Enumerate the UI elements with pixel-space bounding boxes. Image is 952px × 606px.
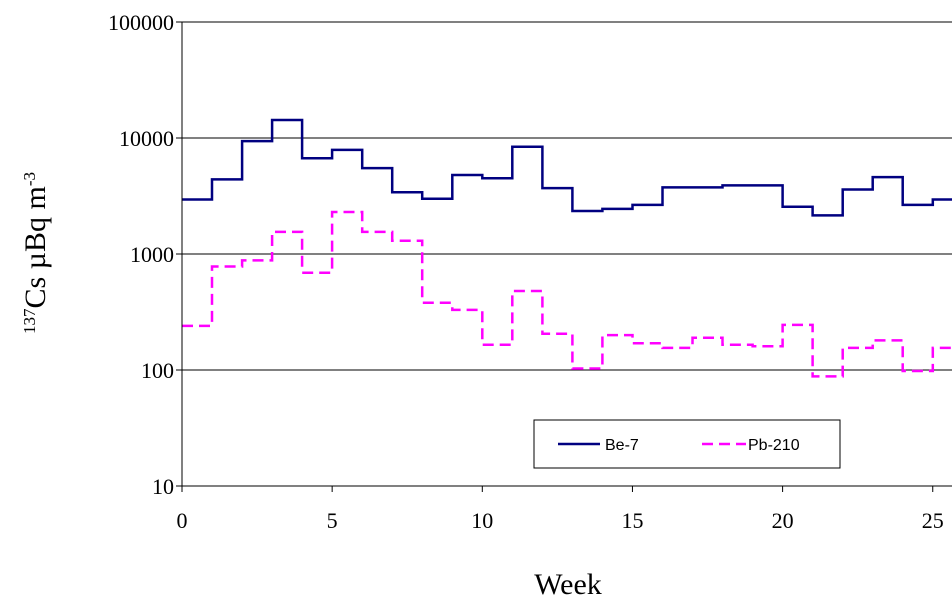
y-axis-title: 137Cs µBq m-3 [19,172,52,334]
x-tick-label-10: 10 [471,508,493,533]
y-axis-title-main: Cs µBq m [19,186,52,308]
legend: Be-7 Pb-210 [533,419,841,469]
x-tick-label-20: 20 [772,508,794,533]
y-axis-title-exponent: -3 [20,172,39,186]
series-line-be7 [182,118,952,217]
x-tick-label-15: 15 [621,508,643,533]
x-axis-ticks: 0 5 10 15 20 25 [177,486,944,533]
legend-label-pb210: Pb-210 [748,437,800,454]
x-tick-label-25: 25 [922,508,944,533]
series-layer [182,118,952,378]
series-line-pb210 [182,210,952,378]
y-tick-label-10000: 10000 [119,126,174,151]
y-tick-label-100: 100 [141,358,174,383]
y-tick-label-100000: 100000 [108,10,174,35]
y-axis-ticks: 10 100 1000 10000 100000 [108,10,182,499]
x-axis-title: Week [534,568,602,601]
x-tick-label-0: 0 [177,508,188,533]
y-tick-label-10: 10 [152,474,174,499]
y-axis-title-superscript: 137 [20,308,39,334]
legend-label-be7: Be-7 [605,437,639,454]
gridlines [182,21,952,371]
x-tick-label-5: 5 [327,508,338,533]
y-tick-label-1000: 1000 [130,242,174,267]
